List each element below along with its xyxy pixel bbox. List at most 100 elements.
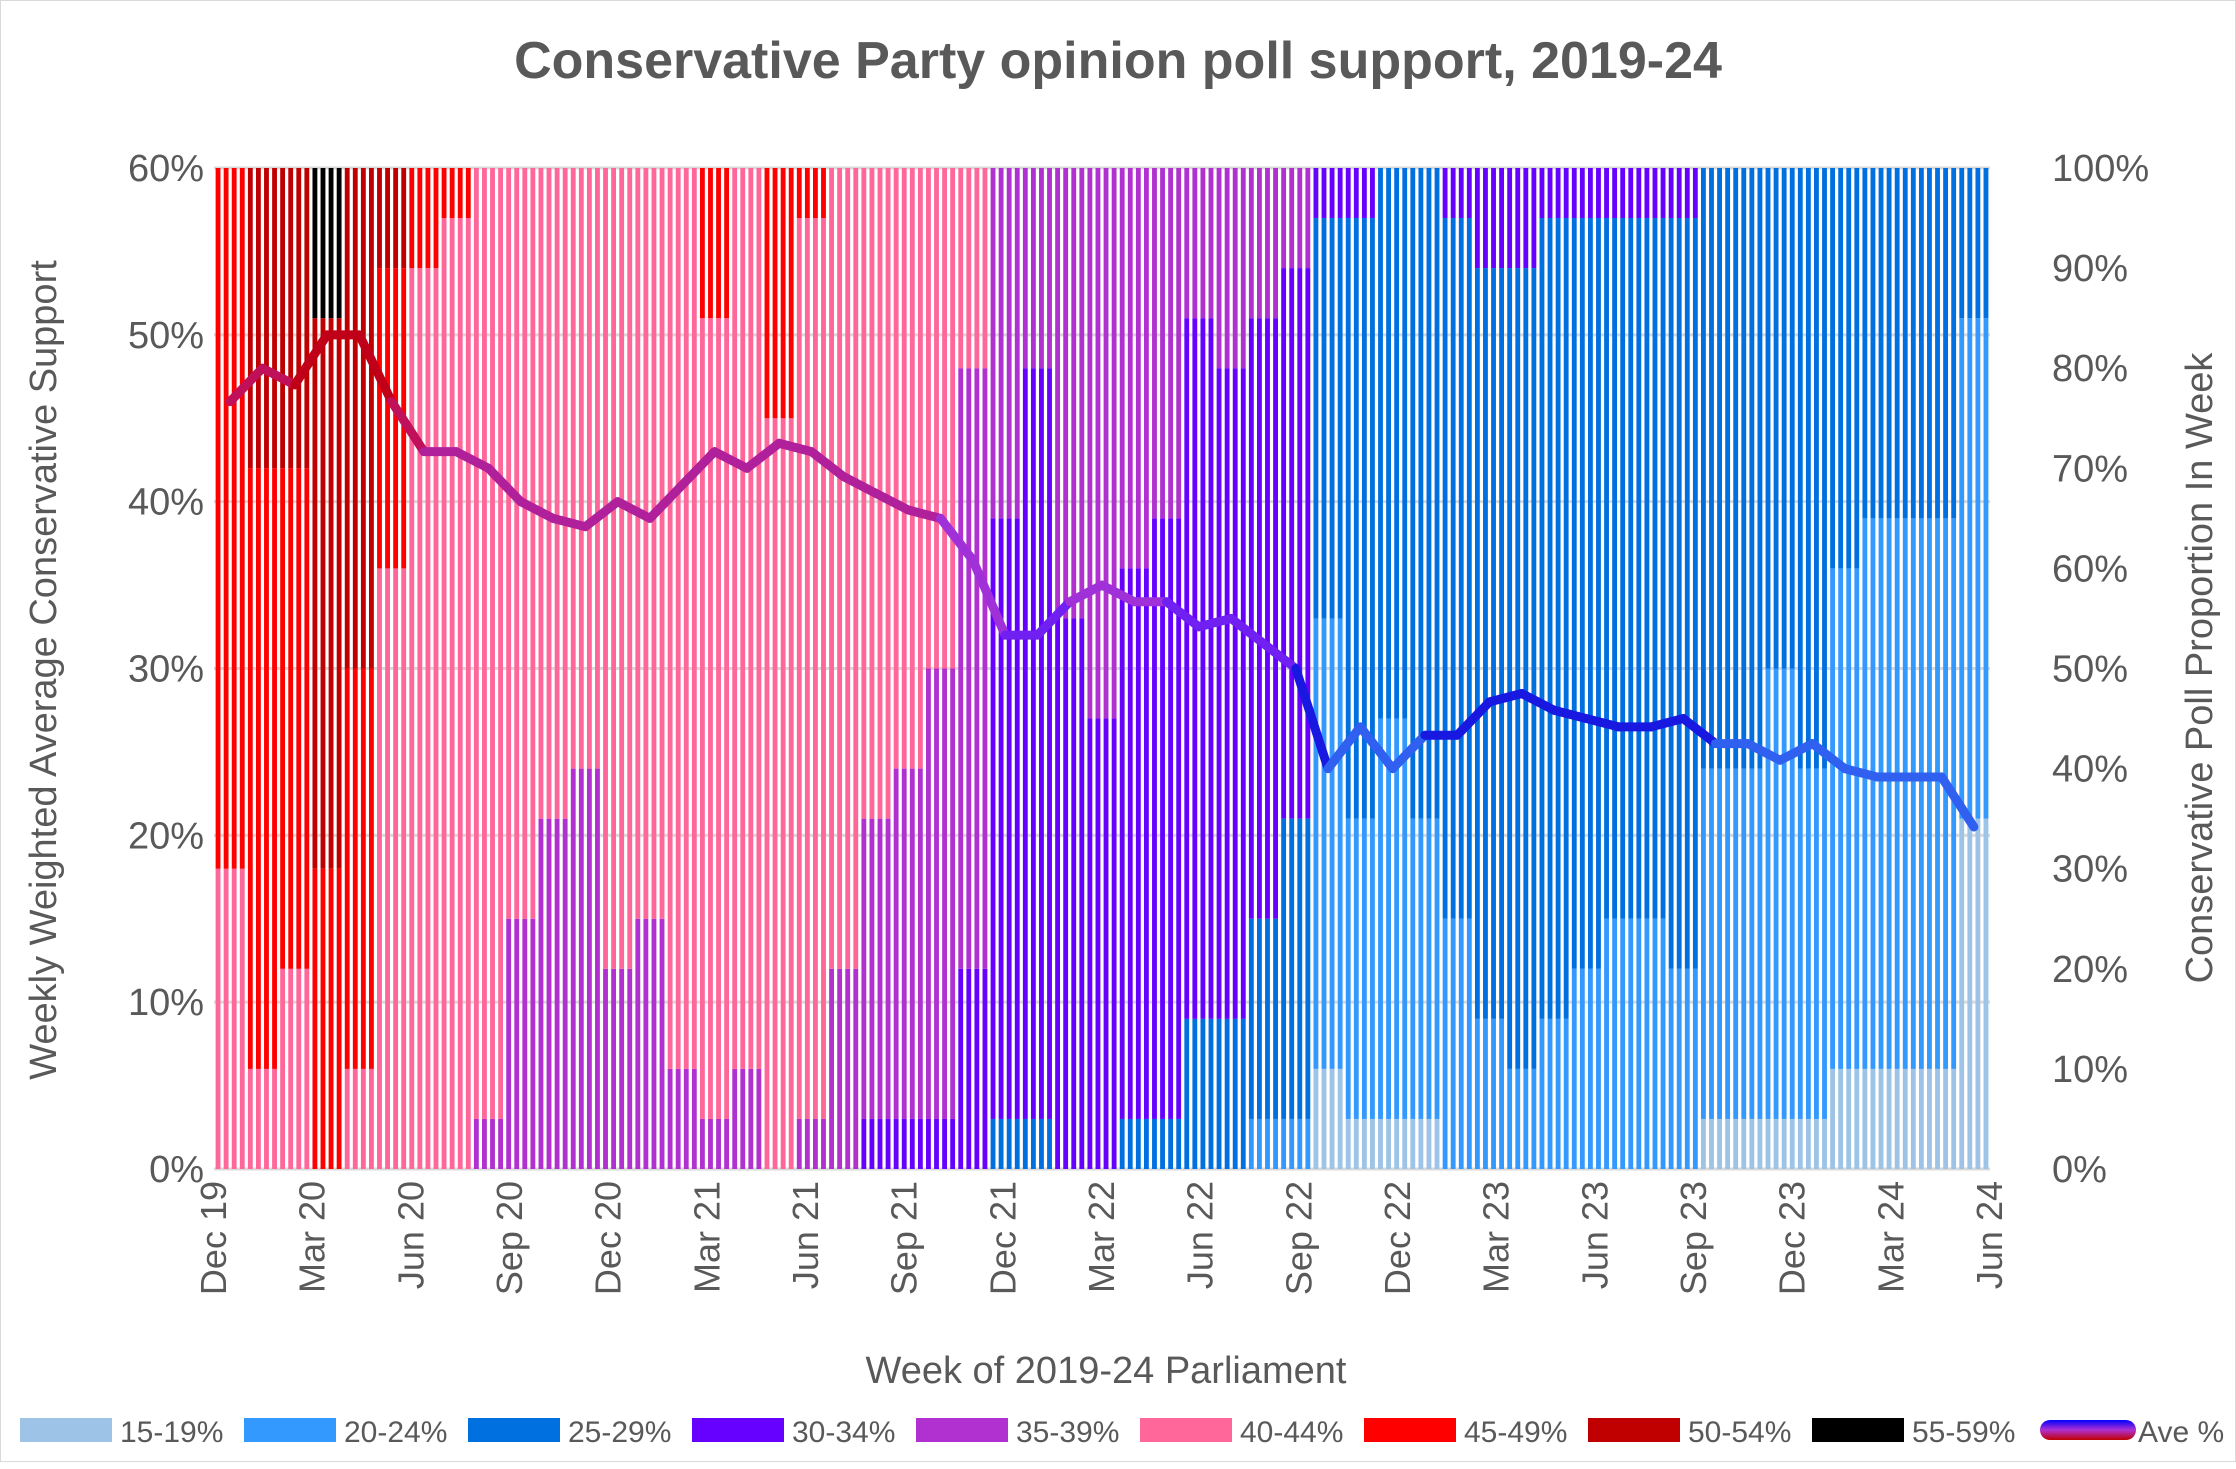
bar-segment-40-44 xyxy=(926,168,931,669)
bar-segment-25-29 xyxy=(1337,218,1343,619)
legend-swatch xyxy=(20,1418,112,1442)
bar-segment-25-29 xyxy=(1143,1118,1149,1169)
bar-segment-50-54 xyxy=(377,168,382,269)
bar-segment-40-44 xyxy=(352,1068,358,1169)
bar-segment-35-39 xyxy=(1055,168,1061,619)
y-tick-label: 20% xyxy=(128,815,204,857)
bar-segment-45-49 xyxy=(312,868,318,1169)
y-axis-label: Weekly Weighted Average Conservative Sup… xyxy=(23,260,65,1080)
bar-segment-20-24 xyxy=(1765,668,1771,1119)
bar-segment-35-39 xyxy=(473,1118,479,1169)
bar-segment-35-39 xyxy=(869,818,875,1119)
bar-segment-25-29 xyxy=(1006,1118,1012,1169)
bar-segment-20-24 xyxy=(1499,1018,1505,1169)
bar-segment-30-34 xyxy=(1620,168,1626,219)
bar-segment-30-34 xyxy=(1176,518,1182,1119)
bar-segment-25-29 xyxy=(1773,168,1779,669)
y2-tick-label: 50% xyxy=(2052,649,2128,691)
y2-tick-label: 10% xyxy=(2052,1049,2128,1091)
bar-segment-30-34 xyxy=(1466,168,1472,219)
bar-segment-40-44 xyxy=(368,1068,374,1169)
bar-segment-45-49 xyxy=(247,468,253,1069)
bar-segment-25-29 xyxy=(1717,168,1722,769)
bar-segment-35-39 xyxy=(1103,168,1109,719)
bar-segment-30-34 xyxy=(1329,168,1335,219)
bar-segment-25-29 xyxy=(1418,168,1424,819)
bar-segment-35-39 xyxy=(1111,168,1117,719)
bar-segment-20-24 xyxy=(1474,1018,1480,1169)
bar-segment-25-29 xyxy=(1967,168,1973,319)
bar-segment-30-34 xyxy=(1458,168,1464,219)
bar-segment-40-44 xyxy=(344,1068,350,1169)
bar-segment-25-29 xyxy=(1652,218,1658,919)
y-tick-label: 50% xyxy=(128,315,204,357)
bar-segment-45-49 xyxy=(215,168,221,869)
x-tick-label: Mar 23 xyxy=(1476,1181,1517,1293)
bar-segment-40-44 xyxy=(829,168,834,969)
bar-segment-35-39 xyxy=(1143,168,1149,569)
bar-segment-40-44 xyxy=(901,168,907,769)
bar-segment-20-24 xyxy=(1450,918,1456,1169)
bar-segment-35-39 xyxy=(1265,168,1270,319)
x-tick-label: Mar 21 xyxy=(686,1181,727,1293)
bar-segment-25-29 xyxy=(1370,218,1375,819)
bar-segment-30-34 xyxy=(926,1118,931,1169)
average-line-segment xyxy=(1581,714,1624,732)
average-line-segment xyxy=(580,497,623,532)
bar-segment-40-44 xyxy=(804,218,810,1119)
bar-segment-25-29 xyxy=(1709,168,1714,769)
bar-segment-20-24 xyxy=(1523,1068,1529,1169)
bar-segment-15-19 xyxy=(1910,1068,1916,1169)
bar-segment-45-49 xyxy=(328,868,334,1169)
bar-segment-25-29 xyxy=(1797,168,1803,769)
bar-segment-35-39 xyxy=(861,818,867,1119)
y-tick-label: 30% xyxy=(128,649,204,691)
bar-segment-40-44 xyxy=(449,218,455,1170)
bar-segment-40-44 xyxy=(683,168,689,1069)
bar-segment-20-24 xyxy=(1297,1118,1303,1169)
bar-segment-15-19 xyxy=(1773,1118,1779,1169)
bar-segment-20-24 xyxy=(1733,768,1739,1119)
bar-segment-20-24 xyxy=(1959,318,1965,819)
legend-label: 55-59% xyxy=(1912,1416,2015,1449)
average-line xyxy=(225,330,1979,832)
bar-segment-20-24 xyxy=(1709,768,1714,1119)
bar-segment-15-19 xyxy=(1814,1118,1819,1169)
bar-segment-35-39 xyxy=(1039,168,1044,369)
y-tick-label: 60% xyxy=(128,148,204,190)
bar-segment-40-44 xyxy=(360,1068,366,1169)
bar-segment-45-49 xyxy=(320,868,326,1169)
bar-segment-50-54 xyxy=(328,318,334,869)
bar-segment-30-34 xyxy=(1442,168,1448,219)
legend-swatch xyxy=(692,1418,784,1442)
bar-segment-50-54 xyxy=(296,168,302,469)
y2-tick-label: 0% xyxy=(2052,1149,2107,1191)
bar-segment-35-39 xyxy=(643,918,649,1169)
bar-segment-25-29 xyxy=(1224,1018,1230,1169)
bar-segment-20-24 xyxy=(1547,1018,1553,1169)
bar-segment-35-39 xyxy=(1256,168,1262,319)
average-line-segment xyxy=(290,330,332,390)
legend-line-swatch xyxy=(2040,1420,2136,1440)
legend-label: 35-39% xyxy=(1016,1416,1119,1449)
bar-segment-30-34 xyxy=(1370,168,1375,219)
bar-segment-30-34 xyxy=(1184,318,1190,1019)
bar-segment-35-39 xyxy=(1030,168,1036,369)
bar-segment-35-39 xyxy=(490,1118,495,1169)
bar-segment-40-44 xyxy=(441,218,447,1170)
bar-segment-25-29 xyxy=(1692,218,1698,969)
average-line-segment xyxy=(1162,597,1204,632)
bar-segment-20-24 xyxy=(1305,1118,1311,1169)
bar-segment-40-44 xyxy=(764,418,770,1169)
bar-segment-20-24 xyxy=(1491,1018,1496,1169)
bar-segment-30-34 xyxy=(1321,168,1327,219)
bar-segment-25-29 xyxy=(1951,168,1957,519)
x-tick-label: Jun 23 xyxy=(1574,1181,1615,1289)
bar-segment-25-29 xyxy=(1935,168,1940,519)
bar-segment-45-49 xyxy=(377,268,382,569)
bar-segment-30-34 xyxy=(1022,368,1028,1119)
y2-tick-label: 80% xyxy=(2052,348,2128,390)
bar-segment-35-39 xyxy=(1160,168,1165,519)
bar-segment-25-29 xyxy=(1256,918,1262,1119)
bar-segment-35-39 xyxy=(619,968,625,1169)
